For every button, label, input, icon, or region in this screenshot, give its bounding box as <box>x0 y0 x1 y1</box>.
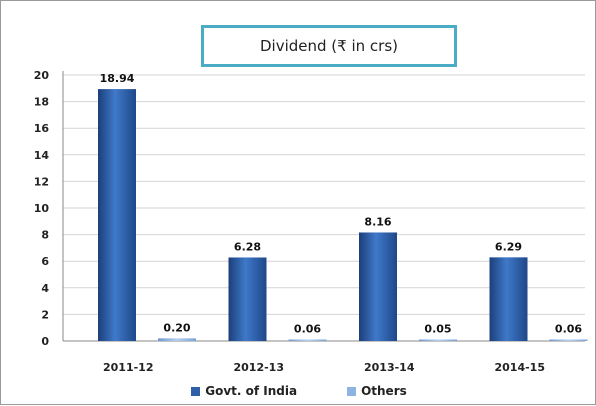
x-tick-label-2011-12: 2011-12 <box>103 361 154 374</box>
bar-govt-2013-14 <box>359 232 397 341</box>
bar-govt-2014-15 <box>489 257 528 341</box>
bar-others-2011-12 <box>158 338 196 341</box>
data-label-govt-2014-15: 6.29 <box>495 240 522 253</box>
bar-govt-2012-13 <box>228 257 267 341</box>
x-tick-label-2014-15: 2014-15 <box>495 361 546 374</box>
bar-others-2012-13 <box>288 339 327 341</box>
y-tick-label-8: 8 <box>41 229 49 242</box>
legend-label-others: Others <box>361 384 407 398</box>
y-tick-label-10: 10 <box>34 202 50 215</box>
data-label-others-2014-15: 0.06 <box>555 323 582 336</box>
legend-label-govt: Govt. of India <box>205 384 298 398</box>
legend-item-govt: Govt. of India <box>191 384 297 398</box>
y-tick-label-14: 14 <box>34 149 50 162</box>
chart-title: Dividend (₹ in crs) <box>201 25 457 67</box>
bar-others-2014-15 <box>549 339 588 341</box>
legend-swatch-others <box>347 386 357 396</box>
x-tick-label-2013-14: 2013-14 <box>364 361 415 374</box>
y-tick-label-4: 4 <box>41 282 49 295</box>
data-label-govt-2013-14: 8.16 <box>364 215 391 228</box>
y-tick-label-12: 12 <box>34 175 49 188</box>
bar-govt-2011-12 <box>98 89 136 342</box>
legend-item-others: Others <box>347 384 407 398</box>
data-label-govt-2012-13: 6.28 <box>234 240 261 253</box>
legend: Govt. of India Others <box>1 384 596 398</box>
bar-others-2013-14 <box>419 339 457 341</box>
data-label-govt-2011-12: 18.94 <box>100 72 135 85</box>
y-tick-label-18: 18 <box>34 96 49 109</box>
y-tick-label-2: 2 <box>41 308 49 321</box>
data-label-others-2013-14: 0.05 <box>424 323 451 336</box>
data-label-others-2011-12: 0.20 <box>163 321 190 334</box>
legend-swatch-govt <box>191 386 201 396</box>
x-tick-label-2012-13: 2012-13 <box>234 361 285 374</box>
y-tick-label-20: 20 <box>34 69 50 82</box>
y-tick-label-6: 6 <box>41 255 49 268</box>
y-tick-label-0: 0 <box>41 335 49 348</box>
y-tick-label-16: 16 <box>34 122 50 135</box>
data-label-others-2012-13: 0.06 <box>294 323 321 336</box>
